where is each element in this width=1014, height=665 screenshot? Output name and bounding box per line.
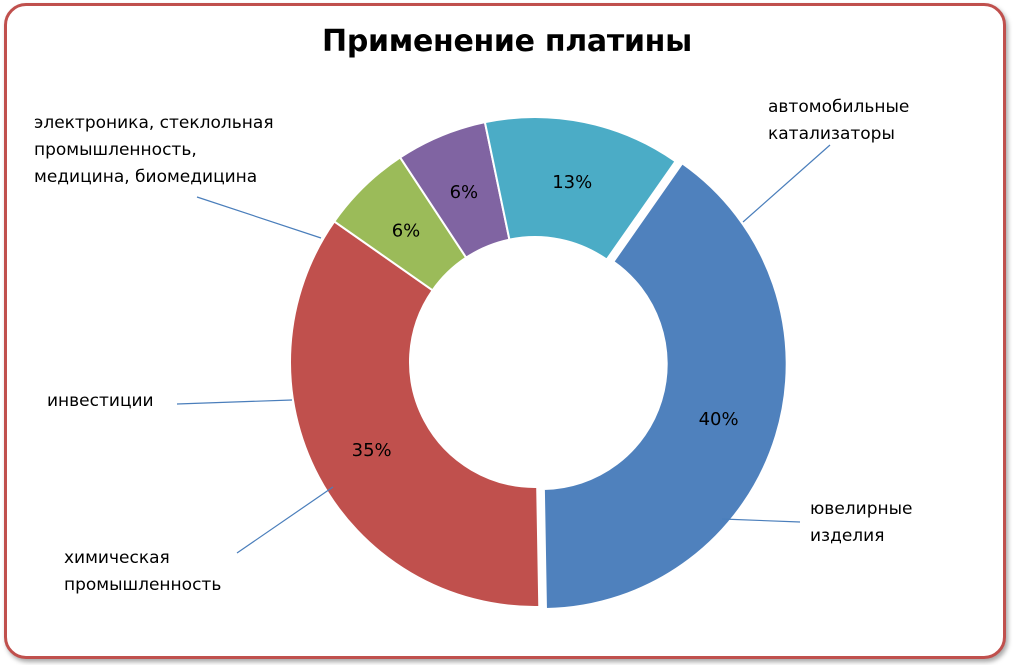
slice-category-label: химическая — [64, 548, 170, 568]
doughnut-slice — [483, 116, 677, 261]
leader-line — [176, 399, 293, 405]
slice-value-label: 6% — [450, 182, 479, 203]
slice-value-label: 40% — [699, 409, 739, 430]
chart-title: Применение платины — [322, 24, 692, 59]
slice-category-label: промышленность, — [34, 140, 197, 160]
slice-category-label: электроника, стеклольная — [34, 113, 274, 133]
slice-category-label: ювелирные — [810, 499, 913, 519]
leader-line — [236, 486, 334, 554]
leader-line — [742, 144, 831, 223]
slice-category-label: автомобильные — [768, 97, 909, 117]
slice-category-label: изделия — [810, 526, 884, 546]
slice-value-label: 6% — [392, 220, 421, 241]
slice-category-label: медицина, биомедицина — [34, 167, 257, 187]
slice-value-label: 13% — [552, 172, 592, 193]
slice-value-label: 35% — [352, 440, 392, 461]
doughnut-slice — [289, 220, 541, 608]
slice-category-label: инвестиции — [47, 391, 154, 411]
slice-category-label: промышленность — [64, 575, 221, 595]
doughnut-slice — [542, 161, 788, 611]
leader-line — [196, 196, 322, 239]
leader-line — [721, 518, 801, 523]
slice-category-label: катализаторы — [768, 124, 895, 144]
